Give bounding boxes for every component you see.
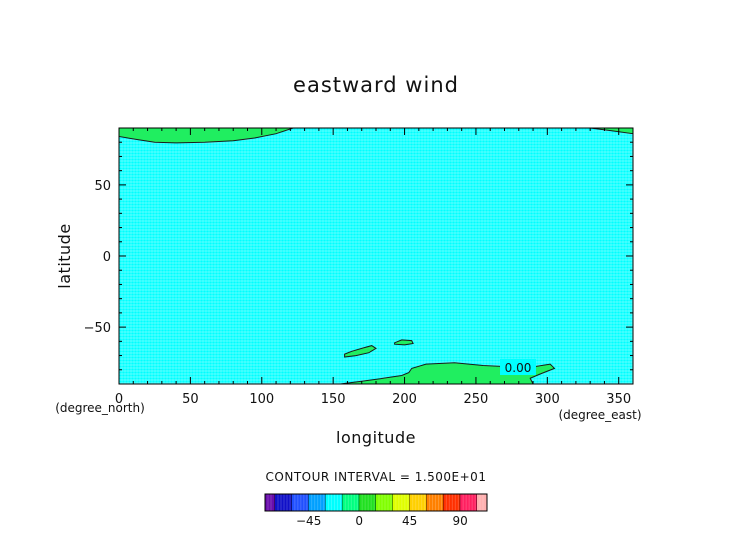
colorbar-swatch <box>376 494 393 511</box>
contour-region <box>344 345 377 358</box>
x-tick-label: 350 <box>606 392 631 407</box>
x-axis-ticks: 0 50 100 150 200 250 300 350 <box>115 128 634 407</box>
contour-label-background <box>500 359 536 375</box>
plot-background <box>119 128 633 384</box>
contour-interval-text: CONTOUR INTERVAL = 1.500E+01 <box>266 470 487 484</box>
colorbar-tick-label: 90 <box>453 514 468 528</box>
x-unit-label: (degree_east) <box>558 408 641 422</box>
x-tick-label: 0 <box>115 392 123 407</box>
y-tick-label: 0 <box>103 250 111 265</box>
y-unit-label: (degree_north) <box>55 401 145 415</box>
x-tick-label: 200 <box>392 392 417 407</box>
x-tick-label: 300 <box>535 392 560 407</box>
y-tick-label: −50 <box>84 321 111 336</box>
colorbar-swatch <box>426 494 444 511</box>
x-tick-label: 250 <box>464 392 489 407</box>
x-tick-label: 100 <box>249 392 274 407</box>
y-axis-ticks: −50 0 50 <box>84 141 633 371</box>
colorbar-tick-label: 45 <box>402 514 417 528</box>
colorbar-swatch <box>291 494 309 511</box>
chart-title: eastward wind <box>293 73 459 97</box>
colorbar-swatch <box>325 494 343 511</box>
contour-region <box>118 127 294 144</box>
colorbar-tick-label: 0 <box>355 514 363 528</box>
colorbar <box>264 493 488 512</box>
colorbar-swatch <box>275 494 292 511</box>
colorbar-swatch <box>409 494 427 511</box>
y-axis-title: latitude <box>55 223 74 288</box>
x-tick-label: 50 <box>182 392 199 407</box>
colorbar-swatch <box>342 494 360 511</box>
plot-area: 0 50 100 150 200 250 300 350 −50 0 50 0.00 <box>84 127 634 407</box>
colorbar-frame <box>264 493 488 512</box>
colorbar-swatch <box>359 494 376 511</box>
colorbar-swatch <box>460 494 477 511</box>
colorbar-swatch <box>308 494 326 511</box>
contour-label: 0.00 <box>505 361 532 375</box>
colorbar-swatch <box>265 494 275 511</box>
colorbar-swatch <box>477 494 487 511</box>
contour-region <box>394 339 414 346</box>
colorbar-ticks: −45 0 45 90 <box>296 514 468 528</box>
x-axis-title: longitude <box>336 428 416 447</box>
y-tick-label: 50 <box>94 179 111 194</box>
colorbar-tick-label: −45 <box>296 514 321 528</box>
x-tick-label: 150 <box>321 392 346 407</box>
colorbar-swatch <box>392 494 410 511</box>
colorbar-swatch <box>443 494 461 511</box>
